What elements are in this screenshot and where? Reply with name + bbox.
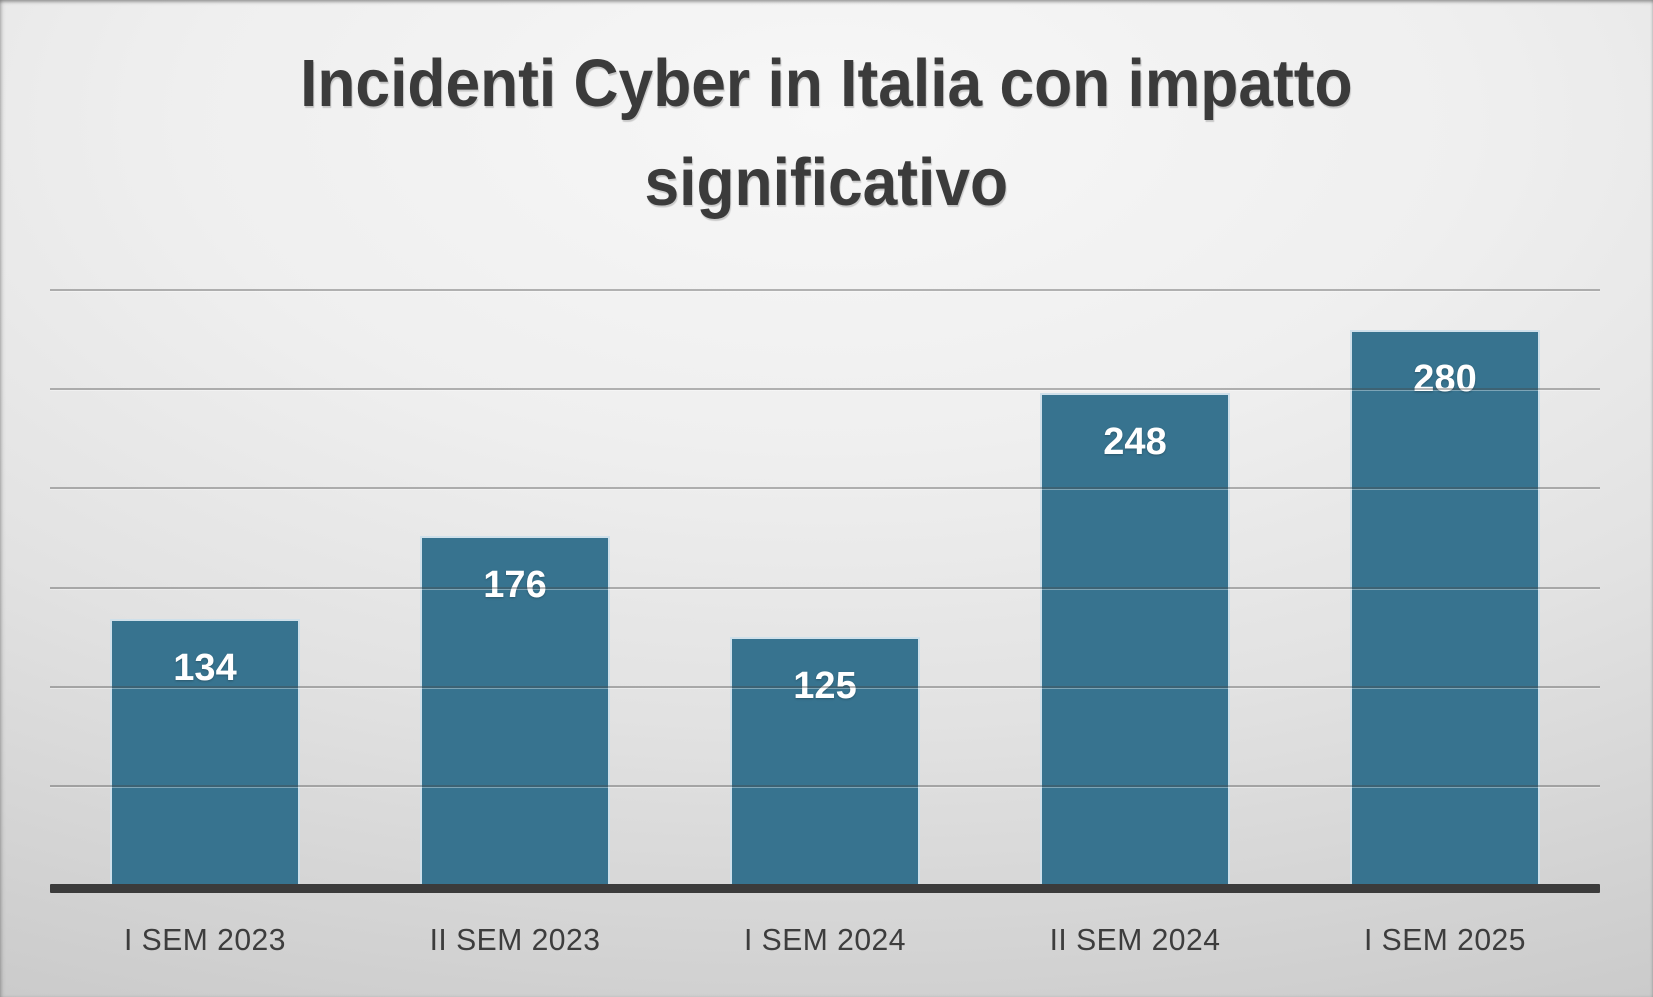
data-label-ii-sem-2024: 248 — [1103, 421, 1167, 464]
x-axis-labels: I SEM 2023 II SEM 2023 I SEM 2024 II SEM 20… — [50, 912, 1600, 968]
data-label-ii-sem-2023: 176 — [483, 563, 547, 606]
bar-i-sem-2024: 125 — [730, 637, 920, 885]
x-axis-label-i-sem-2023: I SEM 2023 — [124, 922, 286, 957]
data-label-i-sem-2023: 134 — [173, 647, 237, 690]
bar-slot-ii-sem-2024: 248 — [980, 290, 1290, 885]
bar-series: 134 176 125 248 280 — [50, 290, 1600, 885]
x-axis-label-i-sem-2025: I SEM 2025 — [1364, 922, 1526, 957]
bar-ii-sem-2024: 248 — [1040, 393, 1230, 885]
bar-ii-sem-2023: 176 — [420, 535, 610, 885]
chart-title: Incidenti Cyber in Italia con impatto si… — [300, 46, 1353, 220]
plot-area: 134 176 125 248 280 — [50, 289, 1600, 885]
bar-slot-ii-sem-2023: 176 — [360, 290, 670, 885]
data-label-i-sem-2025: 280 — [1413, 357, 1477, 400]
bar-slot-i-sem-2024: 125 — [670, 290, 980, 885]
x-axis-label-ii-sem-2024: II SEM 2024 — [1049, 922, 1221, 957]
bar-i-sem-2025: 280 — [1350, 329, 1540, 885]
bar-slot-i-sem-2025: 280 — [1290, 290, 1600, 885]
bar-i-sem-2023: 134 — [110, 619, 300, 885]
bar-slot-i-sem-2023: 134 — [50, 290, 360, 885]
x-axis-line — [50, 884, 1600, 893]
x-axis-label-i-sem-2024: I SEM 2024 — [744, 922, 906, 957]
data-label-i-sem-2024: 125 — [793, 665, 857, 708]
x-axis-label-ii-sem-2023: II SEM 2023 — [429, 922, 601, 957]
